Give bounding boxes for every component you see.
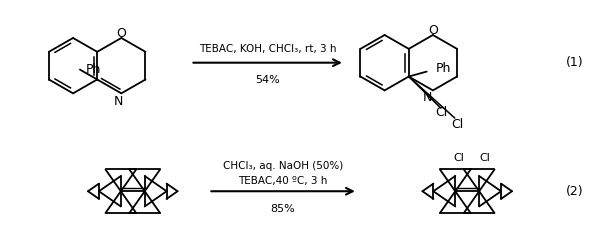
Text: Cl: Cl [454, 153, 464, 163]
Text: N: N [113, 95, 123, 108]
Text: Cl: Cl [435, 106, 447, 119]
Text: O: O [116, 27, 126, 39]
Text: CHCl₃, aq. NaOH (50%): CHCl₃, aq. NaOH (50%) [223, 160, 343, 171]
Text: 85%: 85% [271, 204, 295, 214]
Text: N: N [423, 91, 433, 104]
Text: TEBAC, KOH, CHCl₃, rt, 3 h: TEBAC, KOH, CHCl₃, rt, 3 h [199, 44, 337, 54]
Text: 54%: 54% [255, 75, 280, 86]
Text: Ph: Ph [436, 62, 451, 75]
Text: Cl: Cl [480, 153, 491, 163]
Text: Cl: Cl [451, 119, 463, 131]
Text: TEBAC,40 ºC, 3 h: TEBAC,40 ºC, 3 h [238, 176, 328, 186]
Text: Ph: Ph [86, 63, 101, 76]
Text: O: O [428, 24, 438, 36]
Text: (1): (1) [566, 56, 584, 69]
Text: (2): (2) [566, 185, 584, 198]
